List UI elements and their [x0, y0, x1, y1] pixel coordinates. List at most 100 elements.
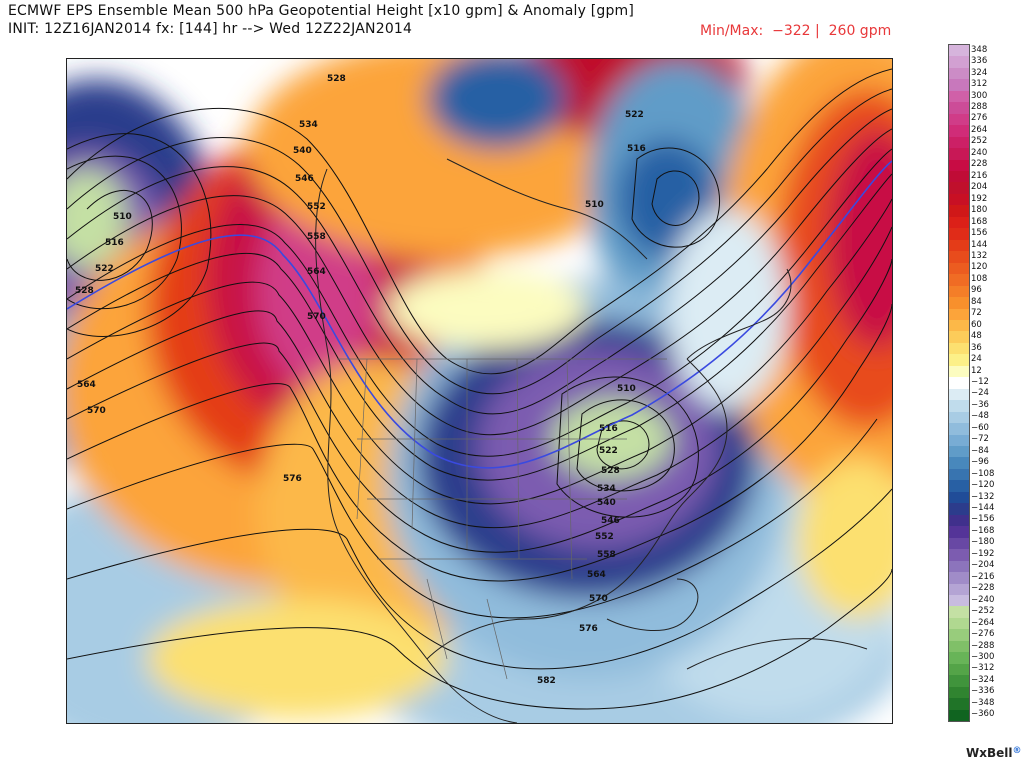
colorbar-swatch	[949, 251, 969, 264]
colorbar-tick-label: −24	[971, 388, 989, 399]
colorbar-swatch	[949, 354, 969, 367]
colorbar-swatch	[949, 617, 969, 630]
colorbar-tick-label: 324	[971, 67, 988, 78]
contour-label: 534	[597, 484, 616, 494]
colorbar-swatch	[949, 182, 969, 195]
colorbar-tick-label: −276	[971, 629, 995, 640]
colorbar-tick-label: −132	[971, 491, 995, 502]
colorbar-tick-label: 144	[971, 239, 988, 250]
colorbar-swatch	[949, 549, 969, 562]
colorbar-swatch	[949, 560, 969, 573]
min-max-readout: Min/Max: −322 | 260 gpm	[700, 23, 892, 39]
colorbar-tick-label: −72	[971, 434, 989, 445]
colorbar-tick-label: 48	[971, 331, 982, 342]
colorbar-swatch	[949, 331, 969, 344]
colorbar-swatch	[949, 468, 969, 481]
contour-label: 528	[601, 466, 620, 476]
colorbar-swatch	[949, 480, 969, 493]
colorbar-swatch	[949, 629, 969, 642]
contour-label: 564	[587, 570, 606, 580]
colorbar-swatch	[949, 640, 969, 653]
colorbar-tick-label: 96	[971, 285, 982, 296]
colorbar-tick-label: 108	[971, 273, 988, 284]
colorbar-swatch	[949, 228, 969, 241]
colorbar-swatch	[949, 113, 969, 126]
colorbar-swatch	[949, 583, 969, 596]
contour-label: 564	[307, 267, 326, 277]
contour-labels: 528 534 540 546 552 558 564 570 576 510 …	[75, 74, 646, 686]
colorbar-swatch	[949, 319, 969, 332]
colorbar-swatch	[949, 365, 969, 378]
contour-label: 516	[599, 424, 618, 434]
colorbar-swatch	[949, 148, 969, 161]
colorbar-swatch	[949, 652, 969, 665]
contour-label: 516	[105, 238, 124, 248]
colorbar-tick-label: 228	[971, 159, 988, 170]
logo-text: WxBell	[966, 746, 1013, 760]
contour-label: 510	[585, 200, 604, 210]
contour-label: 552	[307, 202, 326, 212]
contour-label: 582	[537, 676, 556, 686]
contour-label: 564	[77, 380, 96, 390]
colorbar-swatch	[949, 274, 969, 287]
colorbar-tick-label: −84	[971, 445, 989, 456]
colorbar-swatch	[949, 503, 969, 516]
colorbar-swatch	[949, 686, 969, 699]
colorbar-swatch	[949, 79, 969, 92]
colorbar-tick-label: −228	[971, 583, 995, 594]
colorbar-tick-label: 252	[971, 136, 988, 147]
colorbar-tick-label: −96	[971, 457, 989, 468]
colorbar-tick-label: −288	[971, 640, 995, 651]
contour-label: 546	[601, 516, 620, 526]
colorbar-swatch	[949, 400, 969, 413]
colorbar-swatch	[949, 446, 969, 458]
contour-label: 558	[597, 550, 616, 560]
colorbar-tick-label: −264	[971, 617, 995, 628]
colorbar-tick-label: 264	[971, 124, 988, 135]
colorbar-swatch	[949, 594, 969, 607]
colorbar-tick-label: −348	[971, 697, 995, 708]
colorbar-swatch	[949, 171, 969, 183]
contour-label: 570	[87, 406, 106, 416]
contour-label: 528	[327, 74, 346, 84]
colorbar-tick-label: −48	[971, 411, 989, 422]
colorbar-swatch	[949, 377, 969, 390]
contour-label: 510	[113, 212, 132, 222]
contour-label: 558	[307, 232, 326, 242]
colorbar-tick-label: −168	[971, 525, 995, 536]
colorbar-tick-label: 204	[971, 182, 988, 193]
contour-label: 576	[579, 624, 598, 634]
colorbar-swatch	[949, 45, 969, 57]
colorbar-swatch	[949, 308, 969, 321]
colorbar-tick-label: 180	[971, 205, 988, 216]
colorbar-tick-label: −300	[971, 651, 995, 662]
contour-label: 570	[307, 312, 326, 322]
colorbar-swatch	[949, 125, 969, 138]
colorbar-tick-label: 348	[971, 44, 988, 55]
colorbar-swatch	[949, 537, 969, 550]
colorbar-tick-label: −252	[971, 606, 995, 617]
contour-label: 552	[595, 532, 614, 542]
colorbar-swatch	[949, 342, 969, 355]
colorbar-swatch	[949, 262, 969, 275]
colorbar-swatch	[949, 491, 969, 504]
colorbar-swatch	[949, 423, 969, 436]
colorbar-tick-label: 288	[971, 102, 988, 113]
wxbell-logo: WxBell®	[966, 746, 1022, 760]
colorbar-swatch	[949, 526, 969, 539]
colorbar-tick-label: −204	[971, 560, 995, 571]
reference-contour	[67, 160, 892, 469]
colorbar-tick-label: −36	[971, 399, 989, 410]
contour-label: 522	[625, 110, 644, 120]
colorbar-swatch	[949, 434, 969, 447]
colorbar-swatch	[949, 457, 969, 470]
colorbar-tick-label: 216	[971, 170, 988, 181]
colorbar-swatch	[949, 663, 969, 676]
colorbar-tick-label: 36	[971, 342, 982, 353]
colorbar-tick-label: −144	[971, 503, 995, 514]
colorbar-swatch	[949, 239, 969, 252]
colorbar-swatch	[949, 205, 969, 218]
colorbar-swatch	[949, 102, 969, 115]
colorbar-labels: 348 336 324 312 300 288 276 264 252 240 228 216 204 1…	[971, 44, 1021, 720]
colorbar-tick-label: 300	[971, 90, 988, 101]
